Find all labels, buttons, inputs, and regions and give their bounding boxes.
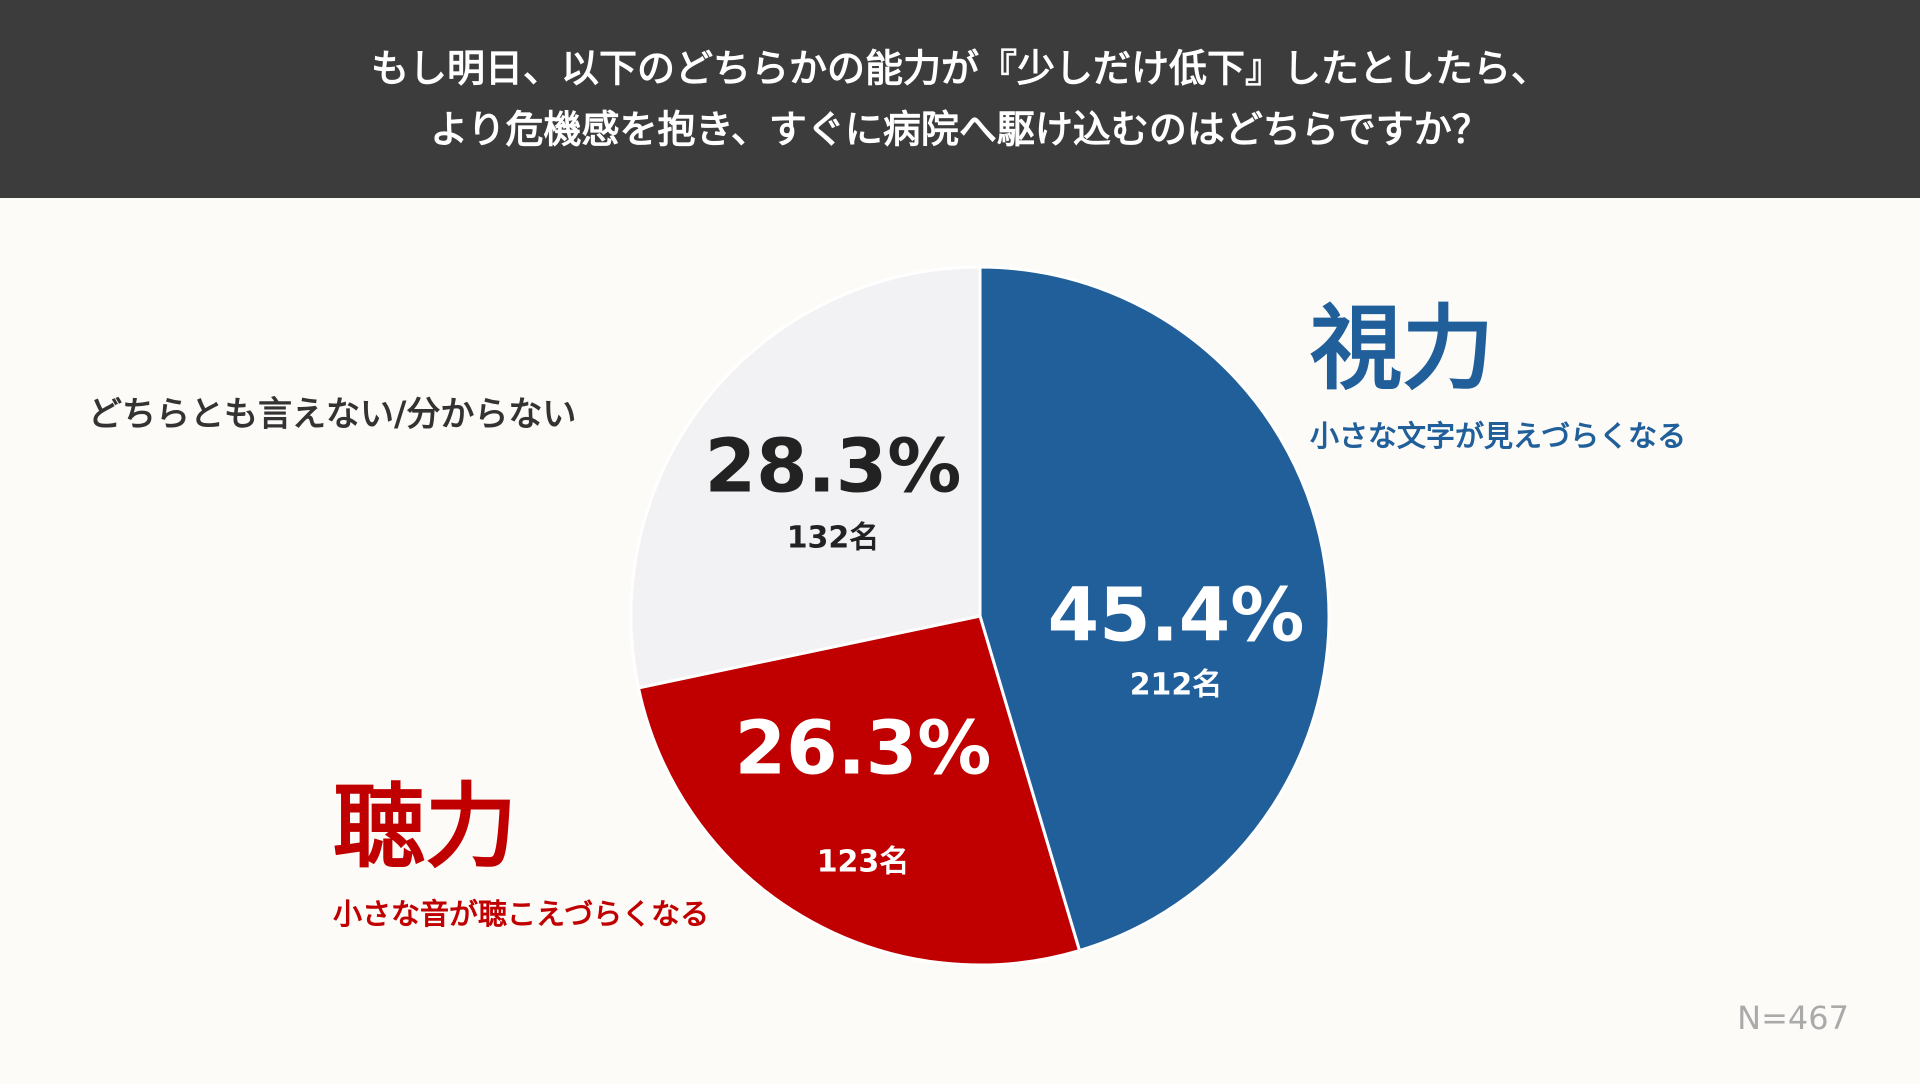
category-label: 聴力: [333, 773, 517, 880]
chart-title: もし明日、以下のどちらかの能力が『少しだけ低下』したとしたら、: [371, 47, 1549, 91]
pie-slice: [629, 265, 982, 690]
count-label: 132名: [787, 521, 880, 556]
count-label: 123名: [817, 845, 910, 880]
pie-slice: [636, 614, 1082, 967]
pie-slice: [978, 265, 1331, 953]
chart-title: より危機感を抱き、すぐに病院へ駆け込むのはどちらですか？: [430, 108, 1489, 152]
category-label: 視力: [1310, 295, 1494, 402]
value-label: 26.3%: [735, 706, 992, 792]
value-label: 28.3%: [705, 424, 962, 510]
count-label: 212名: [1130, 668, 1223, 703]
category-description: 小さな文字が見えづらくなる: [1310, 419, 1686, 453]
category-label: どちらとも言えない/分からない: [88, 395, 576, 435]
value-label: 45.4%: [1048, 573, 1305, 659]
sample-size-note: N=467: [1737, 999, 1849, 1037]
header-bar: [0, 0, 1920, 198]
category-description: 小さな音が聴こえづらくなる: [333, 897, 709, 931]
